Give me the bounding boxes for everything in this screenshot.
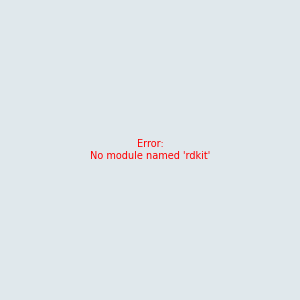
Text: Error:
No module named 'rdkit': Error: No module named 'rdkit' — [90, 139, 210, 161]
